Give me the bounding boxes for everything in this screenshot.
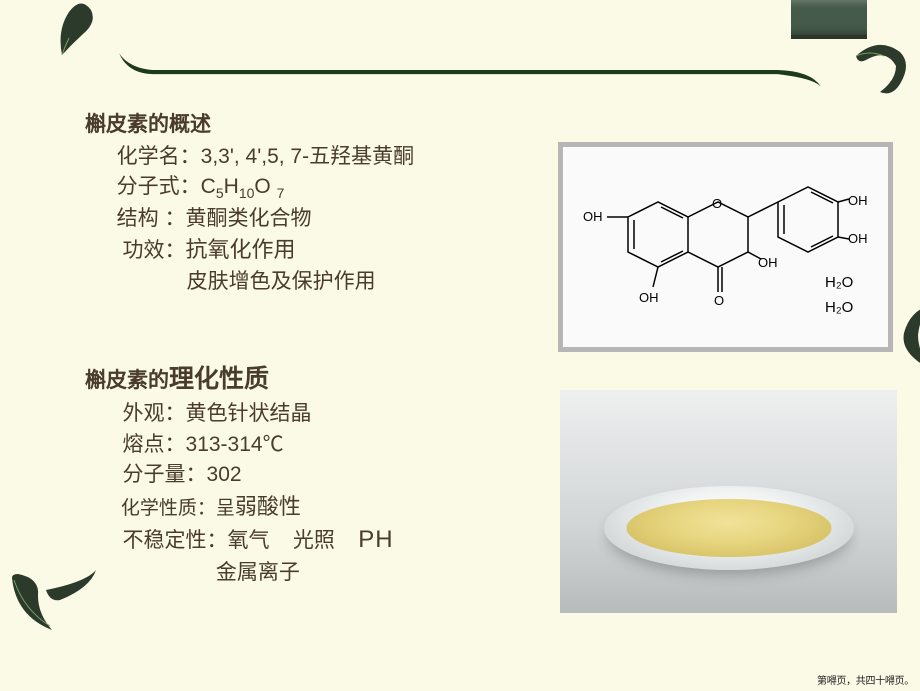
powder-photo <box>560 390 897 613</box>
svg-text:OH: OH <box>758 255 778 270</box>
page-footer: 第嘚页，共四十嘚页。 <box>817 672 914 687</box>
properties-heading: 槲皮素的理化性质 <box>85 359 555 395</box>
effect-line2: 皮肤增色及保护作用 <box>85 267 555 297</box>
quercetin-powder <box>626 499 831 557</box>
molecule-figure: O O OH OH OH OH OH H₂O H₂O <box>558 142 893 352</box>
leaf-top-left <box>55 0 125 56</box>
effect-line: 功效：抗氧化作用 <box>85 234 555 266</box>
svg-text:H₂O: H₂O <box>825 274 853 291</box>
structure-line: 结构 ：黄酮类化合物 <box>85 204 555 234</box>
leaf-top-right <box>852 42 912 102</box>
svg-text:OH: OH <box>848 193 868 208</box>
svg-text:OH: OH <box>639 290 659 305</box>
svg-text:OH: OH <box>848 231 868 246</box>
chemprop-line: 化学性质：呈弱酸性 <box>85 491 555 523</box>
instability-line2: 金属离子 <box>85 558 555 588</box>
chem-name-line: 化学名：3,3', 4',5, 7-五羟基黄酮 <box>85 142 555 172</box>
overview-heading: 槲皮素的概述 <box>85 108 555 138</box>
instability-line: 不稳定性：氧气 光照 PH <box>85 523 555 558</box>
svg-text:O: O <box>712 196 722 211</box>
petri-dish <box>604 486 854 570</box>
leaf-right <box>896 305 920 369</box>
mp-line: 熔点：313-314℃ <box>85 430 555 460</box>
formula-line: 分子式：C5H10O 7 <box>85 172 555 203</box>
svg-text:OH: OH <box>583 209 603 224</box>
leaf-bottom-left <box>8 570 96 636</box>
svg-text:O: O <box>714 293 724 308</box>
svg-text:H₂O: H₂O <box>825 299 853 316</box>
text-content: 槲皮素的概述 化学名：3,3', 4',5, 7-五羟基黄酮 分子式：C5H10… <box>85 108 555 588</box>
top-decor-box <box>791 0 867 39</box>
vine-top <box>58 50 893 100</box>
appearance-line: 外观：黄色针状结晶 <box>85 399 555 429</box>
mw-line: 分子量：302 <box>85 460 555 490</box>
